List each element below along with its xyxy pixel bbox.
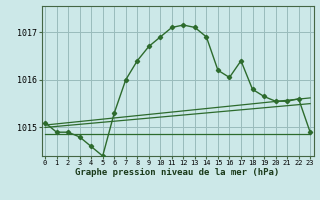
- X-axis label: Graphe pression niveau de la mer (hPa): Graphe pression niveau de la mer (hPa): [76, 168, 280, 177]
